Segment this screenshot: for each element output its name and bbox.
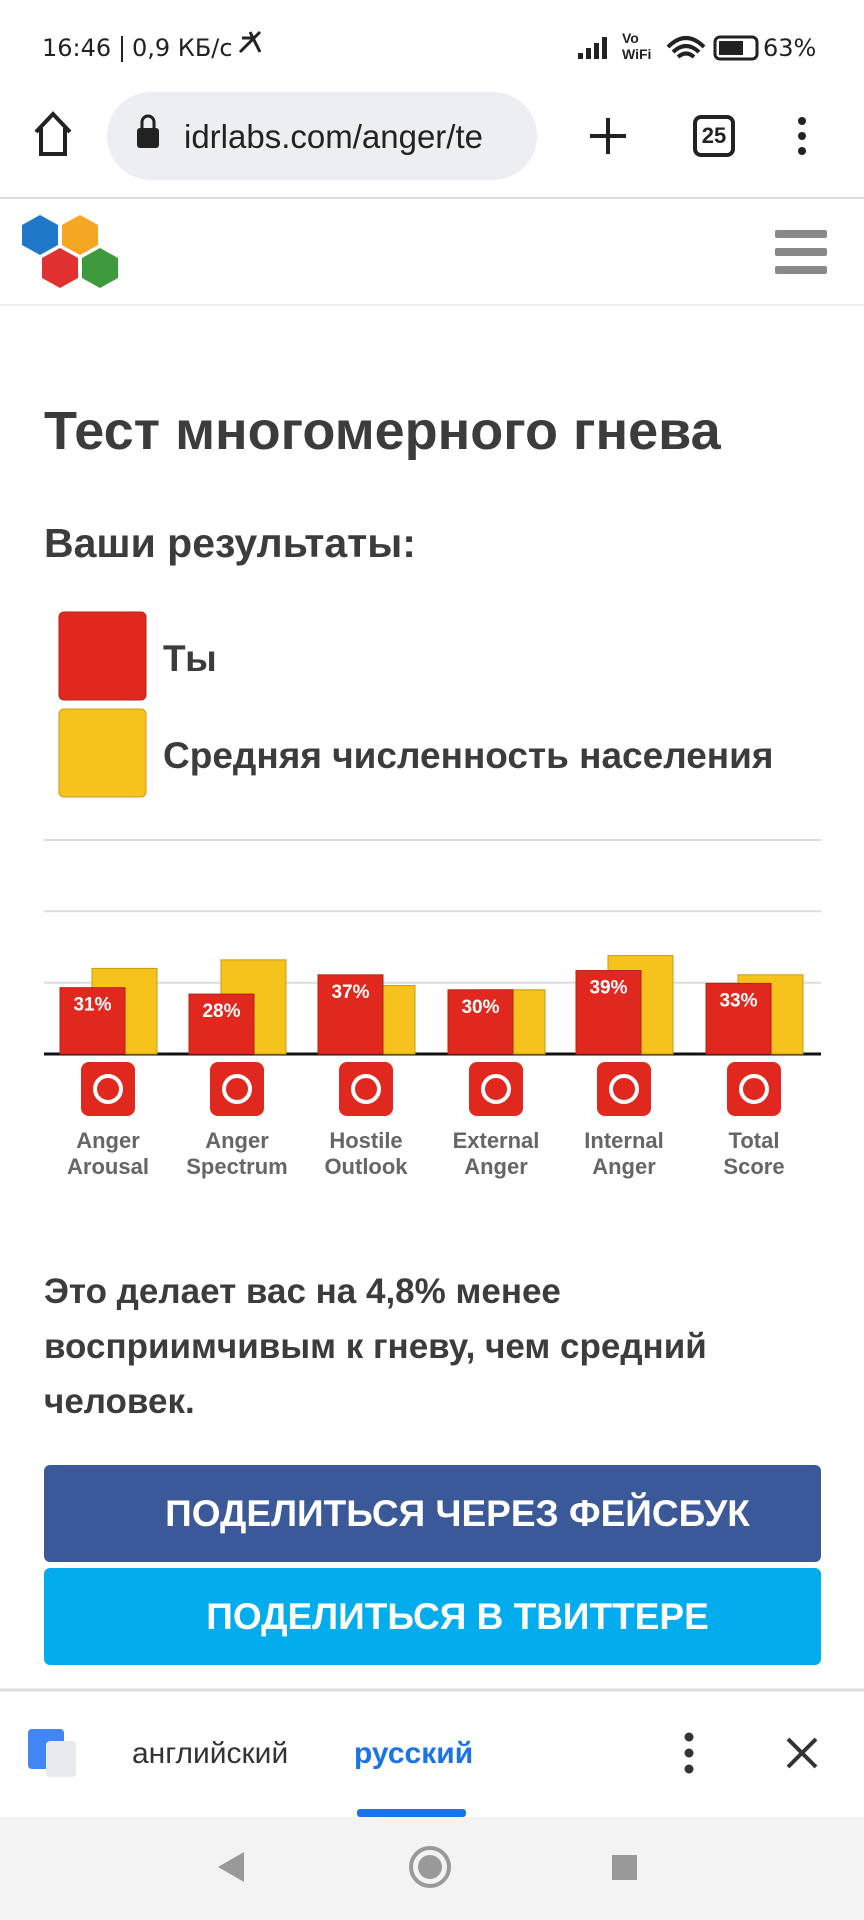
wifi-icon [666, 36, 706, 59]
battery-icon [713, 35, 759, 61]
category-label: Hostile Outlook [324, 1128, 408, 1179]
lock-icon [137, 128, 159, 148]
value-label: 30% [461, 997, 499, 1018]
bar [447, 989, 514, 1055]
facebook-share-button[interactable]: ПОДЕЛИТЬСЯ ЧЕРЕЗ ФЕЙСБУК [44, 1465, 821, 1562]
tab-count: 25 [702, 123, 726, 148]
lock-shackle [140, 114, 156, 128]
signal-bar [586, 48, 591, 59]
category-icon [469, 1062, 523, 1116]
category-icon-glyph [222, 1074, 252, 1104]
battery-level [719, 41, 743, 55]
home-button[interactable] [34, 111, 72, 156]
network-speed: 0,9 КБ/с [132, 34, 233, 62]
home-nav-button[interactable] [409, 1846, 451, 1888]
bar [59, 987, 126, 1055]
vowifi-line: WiFi [622, 46, 652, 62]
twitter-share-button[interactable]: ПОДЕЛИТЬСЯ В ТВИТТЕРЕ [44, 1568, 821, 1665]
clock: 16:46 [42, 34, 112, 62]
category-icon-glyph [609, 1074, 639, 1104]
bar-chart: 31% 28% 37% 30% 39% 33% [44, 839, 821, 1116]
category-label: External Anger [452, 1128, 540, 1179]
battery-percent: 63% [763, 34, 817, 62]
signal-bar [602, 37, 607, 59]
new-tab-button[interactable] [590, 118, 626, 154]
source-language-tab[interactable]: английский [132, 1737, 289, 1770]
menu-dot[interactable] [798, 117, 806, 125]
menu-dot[interactable] [798, 132, 806, 140]
target-language-tab[interactable]: русский [354, 1737, 474, 1770]
results-heading: Ваши результаты: [44, 520, 416, 566]
category-icon-glyph [351, 1074, 381, 1104]
bar [575, 970, 642, 1055]
url-bar[interactable] [107, 92, 537, 180]
close-button[interactable] [786, 1737, 818, 1769]
summary-text: Это делает вас на 4,8% менее восприимчив… [44, 1272, 707, 1421]
bar [317, 974, 384, 1055]
page-title: Тест многомерного гнева [44, 401, 721, 461]
category-label: Anger Spectrum [186, 1128, 288, 1179]
category-icon [81, 1062, 135, 1116]
legend-swatch [58, 611, 147, 701]
vowifi-line: Vo [622, 30, 639, 46]
signal-bar [594, 43, 599, 59]
value-label: 31% [73, 995, 111, 1016]
menu-dot[interactable] [684, 1764, 694, 1774]
category-label: Internal Anger [584, 1128, 664, 1179]
category-icon [727, 1062, 781, 1116]
category-icon [210, 1062, 264, 1116]
value-label: 37% [331, 982, 369, 1003]
category-icon-glyph [93, 1074, 123, 1104]
google-translate-icon [46, 1741, 76, 1777]
category-icon [597, 1062, 651, 1116]
translate-bar [0, 1690, 864, 1817]
value-label: 28% [202, 1001, 240, 1022]
mute-icon [238, 30, 262, 54]
url-text[interactable]: idrlabs.com/anger/te [184, 118, 483, 155]
legend-swatch [58, 708, 147, 798]
hamburger-menu[interactable] [775, 230, 827, 274]
menu-dot[interactable] [684, 1748, 694, 1758]
value-label: 33% [719, 990, 757, 1011]
legend-label: Средняя численность населения [163, 735, 774, 776]
tab-indicator [357, 1809, 466, 1817]
home-nav-dot [418, 1855, 442, 1879]
category-icon-glyph [481, 1074, 511, 1104]
signal-bar [578, 53, 583, 59]
recents-button[interactable] [612, 1855, 637, 1880]
site-logo[interactable] [22, 215, 118, 288]
category-icon [339, 1062, 393, 1116]
value-label: 39% [589, 978, 627, 999]
category-label: Anger Arousal [67, 1128, 149, 1179]
back-button[interactable] [218, 1852, 244, 1882]
vowifi: Vo WiFi [622, 30, 651, 62]
status-icons [121, 30, 759, 62]
legend-label: Ты [163, 638, 217, 679]
bar [188, 993, 255, 1055]
menu-dot[interactable] [684, 1732, 694, 1742]
category-icon-glyph [739, 1074, 769, 1104]
tabs-button[interactable] [693, 115, 735, 157]
category-label: Total Score [723, 1128, 785, 1179]
bar [705, 982, 772, 1055]
menu-dot[interactable] [798, 147, 806, 155]
